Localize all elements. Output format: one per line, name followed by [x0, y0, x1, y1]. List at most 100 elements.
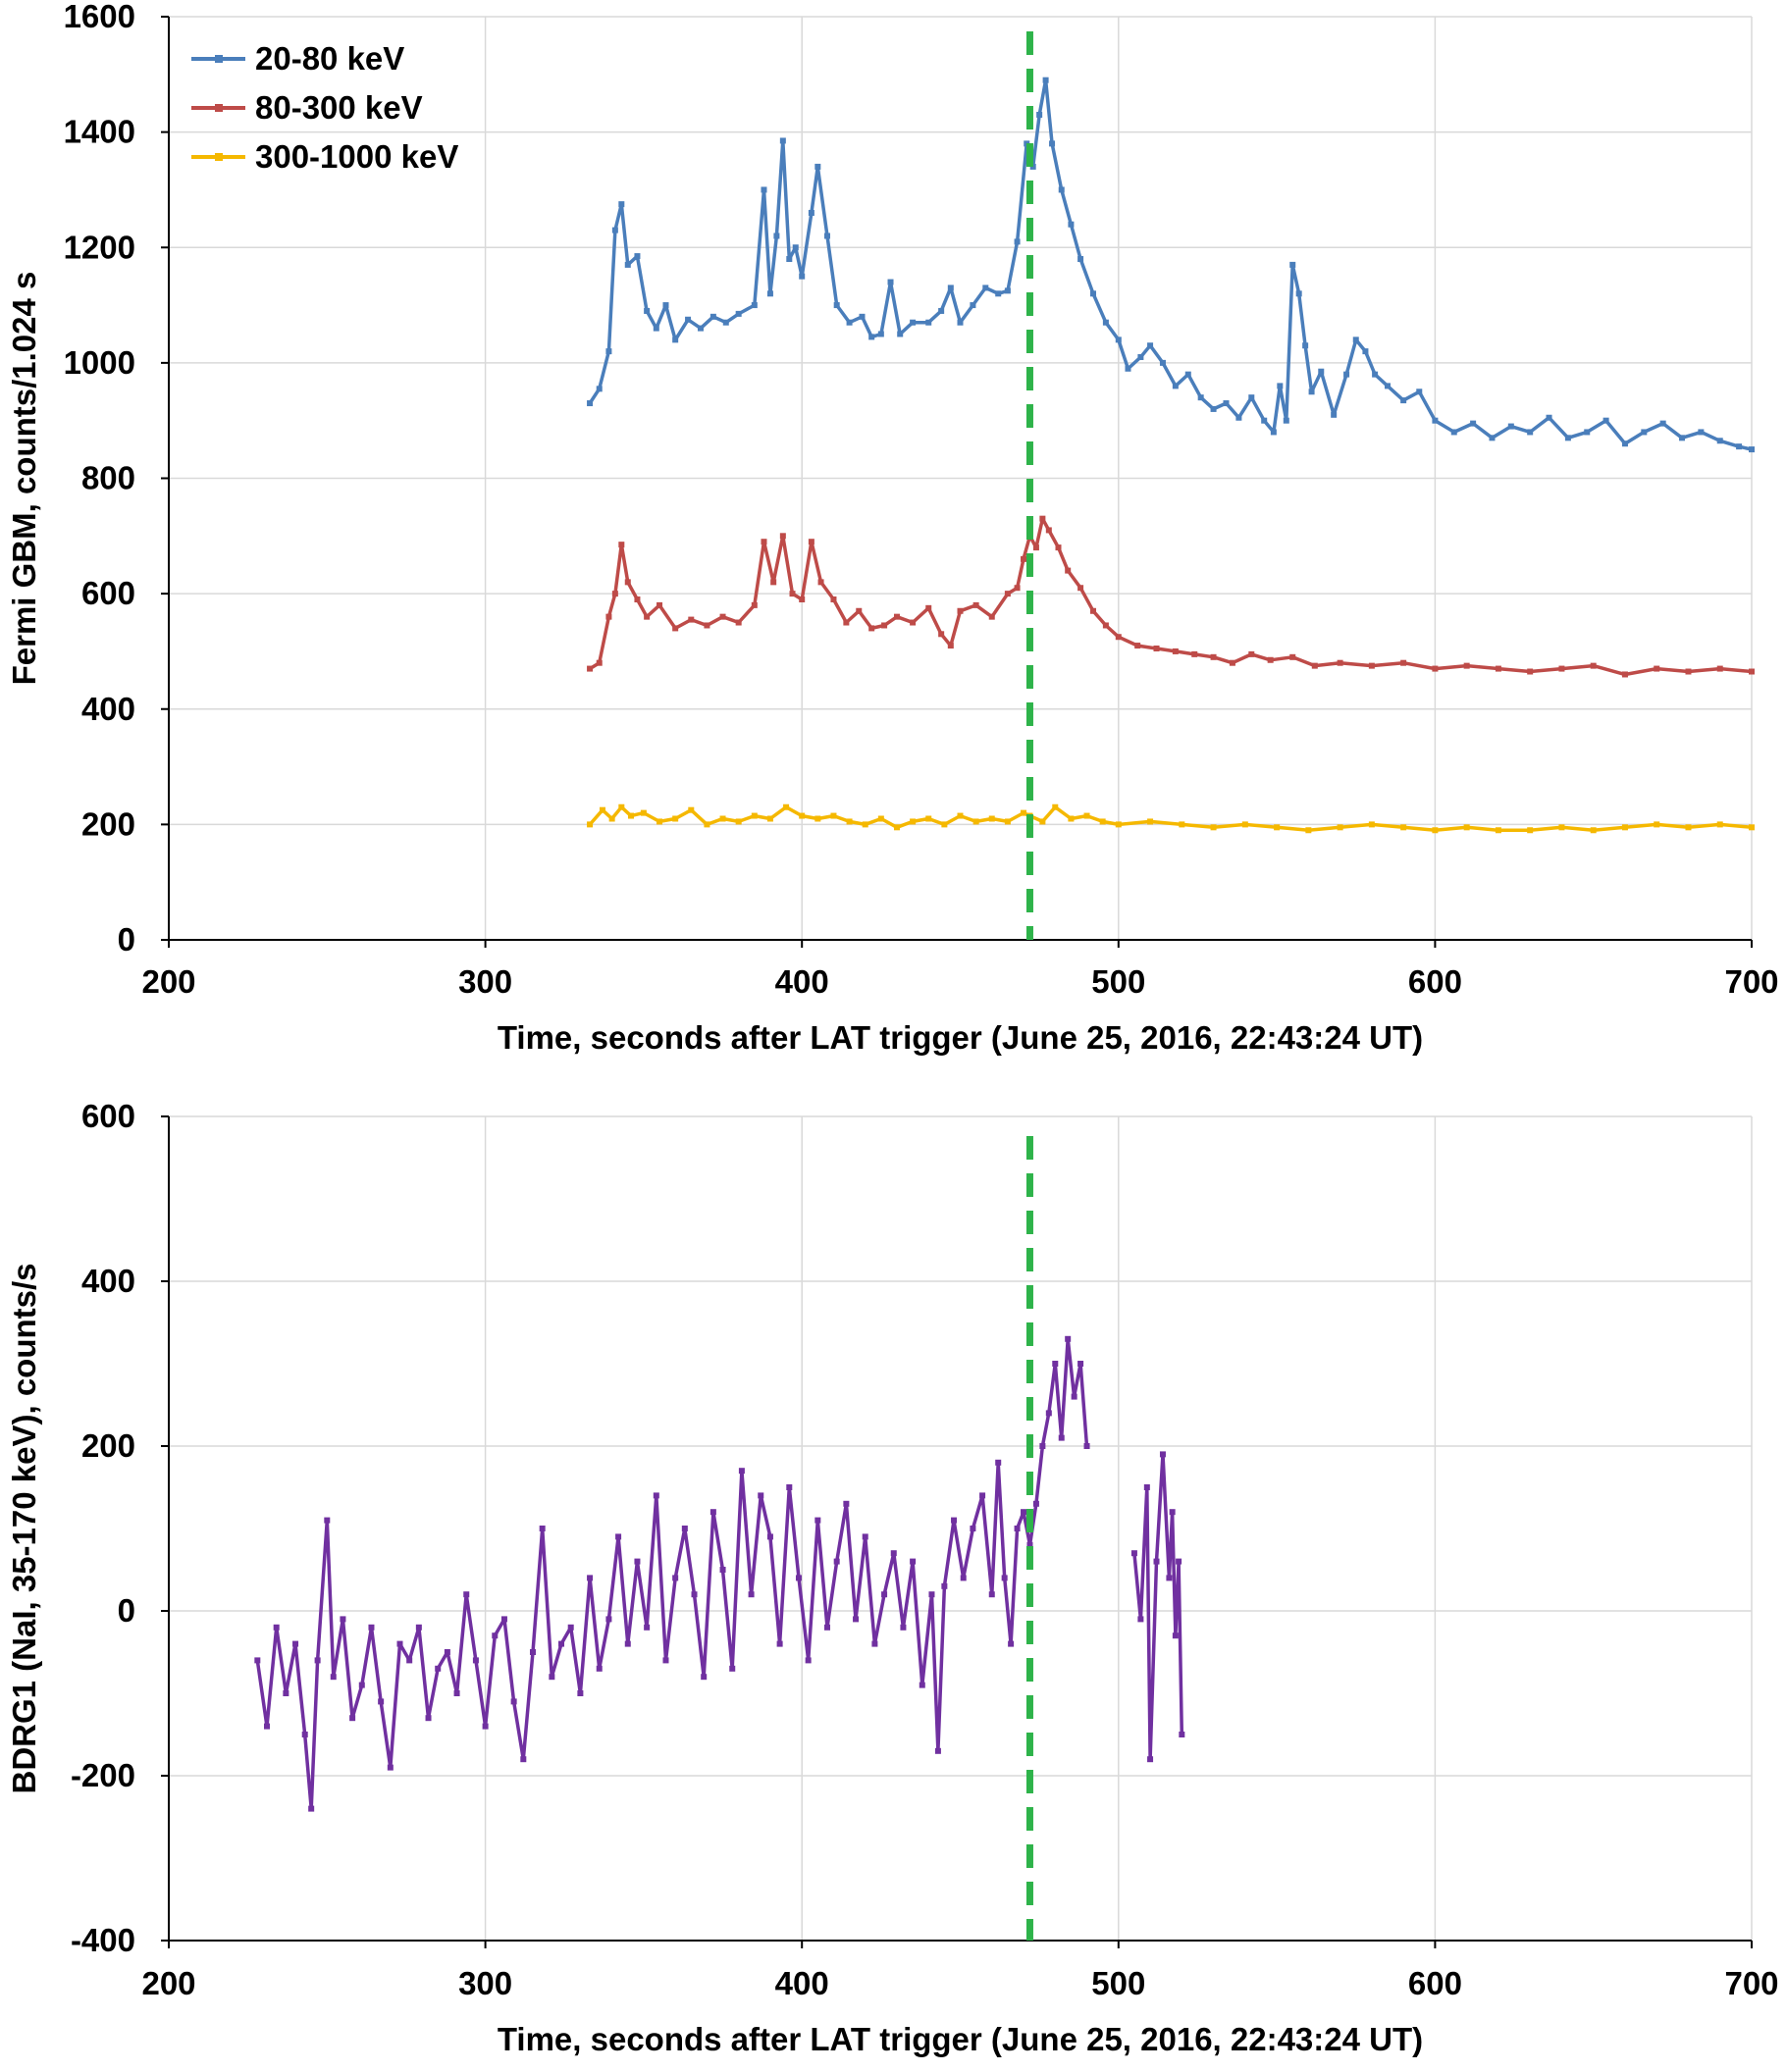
- data-point: [1125, 365, 1131, 372]
- data-point: [1068, 221, 1075, 228]
- data-point: [1153, 1558, 1160, 1565]
- data-point: [795, 1575, 802, 1581]
- data-point: [776, 1640, 783, 1647]
- data-point: [587, 400, 594, 407]
- y-tick-label: 400: [81, 1263, 135, 1299]
- data-point: [735, 310, 742, 317]
- data-point: [766, 1533, 773, 1540]
- data-point: [1283, 417, 1289, 424]
- data-point: [843, 1500, 850, 1507]
- data-point: [1685, 668, 1692, 675]
- data-point: [1564, 435, 1571, 441]
- data-point: [1058, 186, 1065, 193]
- data-point: [653, 1492, 659, 1499]
- data-point: [1137, 1616, 1144, 1623]
- legend-label: 300-1000 keV: [255, 138, 458, 175]
- data-point: [1654, 665, 1660, 672]
- data-point: [308, 1805, 315, 1812]
- data-point: [1071, 1393, 1077, 1400]
- data-point: [1527, 827, 1534, 834]
- data-point: [1058, 1434, 1065, 1441]
- data-point: [1159, 359, 1166, 366]
- data-point: [938, 307, 945, 314]
- data-point: [691, 1591, 698, 1598]
- data-point: [1235, 414, 1242, 421]
- y-tick-label: -200: [71, 1757, 135, 1793]
- data-point: [1736, 443, 1743, 450]
- x-tick-label: 200: [141, 1965, 195, 2001]
- data-point: [1021, 1509, 1027, 1516]
- data-point: [697, 325, 704, 332]
- data-point: [396, 1640, 403, 1647]
- data-point: [925, 815, 932, 822]
- data-point: [970, 302, 976, 309]
- data-point: [783, 803, 790, 810]
- y-tick-label: 800: [81, 460, 135, 496]
- y-axis-title: BDRG1 (NaI, 35-170 keV), counts/s: [6, 1263, 42, 1793]
- y-axis-title: Fermi GBM, counts/1.024 s: [6, 272, 42, 686]
- data-point: [627, 812, 634, 819]
- data-point: [1716, 665, 1723, 672]
- data-point: [833, 1558, 840, 1565]
- data-point: [615, 1533, 622, 1540]
- data-point: [314, 1657, 321, 1664]
- data-point: [1241, 821, 1248, 828]
- data-point: [900, 1624, 907, 1631]
- data-point: [605, 348, 612, 355]
- data-point: [1318, 368, 1325, 375]
- data-point: [1432, 665, 1439, 672]
- data-point: [1248, 394, 1255, 401]
- y-tick-label: 1000: [64, 344, 135, 381]
- data-point: [758, 1492, 764, 1499]
- data-point: [995, 1459, 1002, 1466]
- data-point: [1077, 585, 1084, 592]
- data-point: [1021, 809, 1027, 816]
- data-point: [1621, 440, 1628, 447]
- data-point: [1495, 827, 1501, 834]
- data-point: [751, 812, 758, 819]
- data-point: [862, 1533, 868, 1540]
- data-point: [805, 1657, 812, 1664]
- data-point: [672, 1575, 679, 1581]
- data-point: [1004, 591, 1011, 597]
- data-point: [1147, 1756, 1154, 1763]
- data-point: [704, 622, 710, 629]
- data-point: [608, 815, 615, 822]
- legend-label: 20-80 keV: [255, 40, 404, 77]
- data-point: [1362, 348, 1369, 355]
- data-point: [1014, 585, 1021, 592]
- data-point: [1039, 818, 1046, 825]
- y-tick-label: 600: [81, 575, 135, 611]
- data-point: [751, 302, 758, 309]
- data-point: [824, 233, 831, 239]
- y-tick-label: 400: [81, 691, 135, 727]
- data-point: [596, 659, 603, 666]
- data-point: [1590, 827, 1597, 834]
- x-tick-label: 700: [1724, 963, 1778, 1000]
- data-point: [1289, 261, 1296, 268]
- data-point: [618, 803, 625, 810]
- data-point: [808, 539, 814, 545]
- data-point: [862, 821, 868, 828]
- series-line-0: [1132, 1452, 1184, 1761]
- data-point: [653, 325, 659, 332]
- data-point: [634, 253, 641, 260]
- data-point: [919, 1682, 925, 1688]
- data-point: [1102, 319, 1109, 326]
- x-tick-label: 500: [1091, 1965, 1145, 2001]
- data-point: [1590, 662, 1597, 669]
- data-point: [688, 806, 695, 813]
- data-point: [1368, 662, 1375, 669]
- data-point: [957, 319, 964, 326]
- data-point: [662, 302, 669, 309]
- y-tick-label: 1200: [64, 229, 135, 265]
- data-point: [941, 821, 948, 828]
- data-point: [988, 613, 995, 620]
- data-point: [611, 591, 618, 597]
- data-point: [897, 331, 904, 337]
- data-point: [1302, 342, 1309, 349]
- data-point: [1229, 659, 1235, 666]
- data-point: [719, 1567, 726, 1573]
- data-point: [1337, 659, 1343, 666]
- data-point: [881, 1591, 888, 1598]
